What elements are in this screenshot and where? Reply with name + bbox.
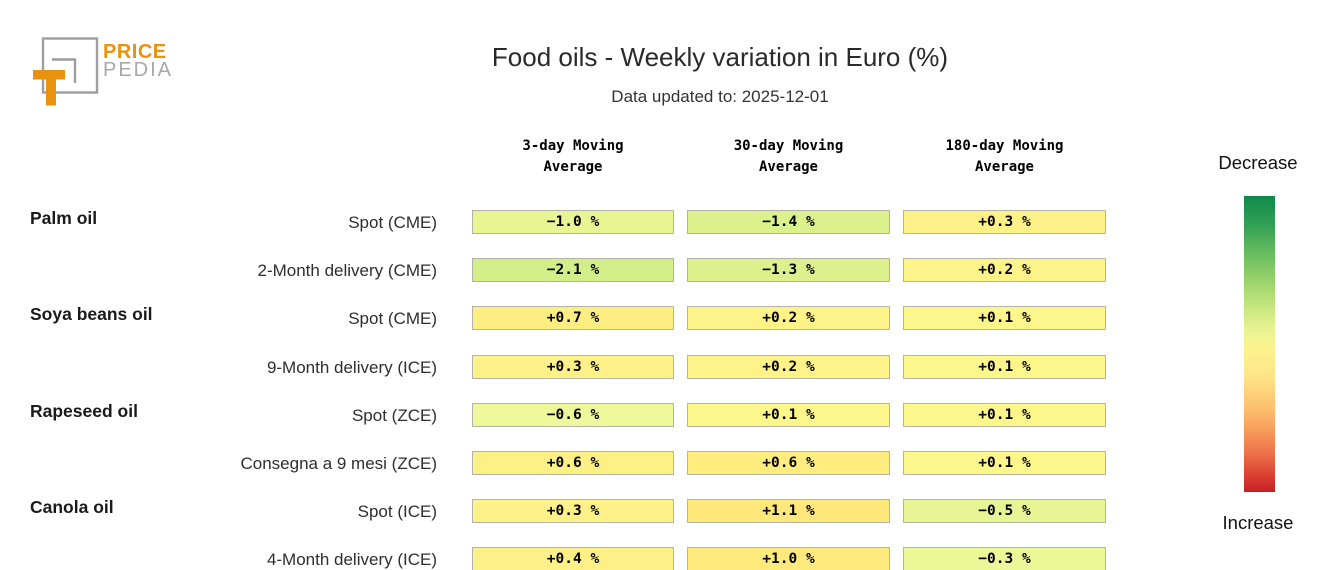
legend-decrease-label: Decrease [1218, 152, 1298, 173]
heatmap-cell: +0.4 % [472, 547, 674, 570]
table-row: Rapeseed oil Spot (ZCE) −0.6 % +0.1 % +0… [0, 401, 1320, 427]
heatmap-cell: −1.4 % [687, 210, 890, 234]
heatmap-cell: +1.0 % [687, 547, 890, 570]
heatmap-cell: −0.5 % [903, 499, 1106, 523]
heatmap-cell: +1.1 % [687, 499, 890, 523]
column-header-30day: 30-day Moving Average [733, 138, 844, 175]
heatmap-cell: +0.6 % [472, 451, 674, 475]
heatmap-cell: +0.3 % [903, 210, 1106, 234]
heatmap-cell: +0.3 % [472, 499, 674, 523]
heatmap-cell: −1.0 % [472, 210, 674, 234]
row-label: 4-Month delivery (ICE) [266, 550, 437, 569]
row-label: Consegna a 9 mesi (ZCE) [240, 454, 437, 473]
table-row: Soya beans oil Spot (CME) +0.7 % +0.2 % … [0, 304, 1320, 330]
heatmap-cell: +0.1 % [687, 403, 890, 427]
table-row: Consegna a 9 mesi (ZCE) +0.6 % +0.6 % +0… [0, 451, 1320, 475]
row-group-label: Soya beans oil [30, 304, 153, 324]
column-header-3day: 3-day Moving Average [522, 138, 624, 175]
heatmap-cell: −0.6 % [472, 403, 674, 427]
column-header-180day: 180-day Moving Average [945, 138, 1064, 175]
table-row: 9-Month delivery (ICE) +0.3 % +0.2 % +0.… [0, 355, 1320, 379]
table-row: 2-Month delivery (CME) −2.1 % −1.3 % +0.… [0, 258, 1320, 282]
heatmap-cell: −2.1 % [472, 258, 674, 282]
heatmap-cell: +0.2 % [687, 355, 890, 379]
table-row: Palm oil Spot (CME) −1.0 % −1.4 % +0.3 % [0, 208, 1320, 234]
row-label: Spot (CME) [348, 309, 437, 328]
heatmap-cell: +0.1 % [903, 451, 1106, 475]
heatmap-cell: +0.2 % [903, 258, 1106, 282]
row-label: Spot (ZCE) [351, 406, 437, 425]
row-group-label: Rapeseed oil [30, 401, 138, 421]
page-title: Food oils - Weekly variation in Euro (%) [491, 42, 949, 72]
heatmap-cell: +0.7 % [472, 306, 674, 330]
logo-wordmark: PRICE PEDIA [103, 41, 174, 81]
color-scale-bar [1244, 196, 1275, 492]
heatmap-cell: +0.6 % [687, 451, 890, 475]
heatmap-cell: +0.1 % [903, 403, 1106, 427]
row-label: 2-Month delivery (CME) [257, 261, 438, 280]
row-label: 9-Month delivery (ICE) [266, 358, 437, 377]
heatmap-cell: +0.1 % [903, 306, 1106, 330]
page-subtitle: Data updated to: 2025-12-01 [611, 87, 829, 106]
row-label: Spot (ICE) [357, 502, 437, 521]
heatmap-cell: −1.3 % [687, 258, 890, 282]
logo-pedia-text: PEDIA [103, 59, 174, 81]
legend-increase-label: Increase [1222, 512, 1294, 533]
heatmap-cell: +0.3 % [472, 355, 674, 379]
table-row: Canola oil Spot (ICE) +0.3 % +1.1 % −0.5… [0, 497, 1320, 523]
table-row: 4-Month delivery (ICE) +0.4 % +1.0 % −0.… [0, 547, 1320, 570]
heatmap-cell: +0.2 % [687, 306, 890, 330]
pricepedia-logo: PRICE PEDIA [30, 35, 260, 110]
row-label: Spot (CME) [348, 213, 437, 232]
row-group-label: Canola oil [30, 497, 114, 517]
heatmap-cell: −0.3 % [903, 547, 1106, 570]
pricepedia-logo-icon [33, 37, 99, 106]
logo-price-text: PRICE [103, 41, 167, 63]
heatmap-cell: +0.1 % [903, 355, 1106, 379]
row-group-label: Palm oil [30, 208, 98, 228]
